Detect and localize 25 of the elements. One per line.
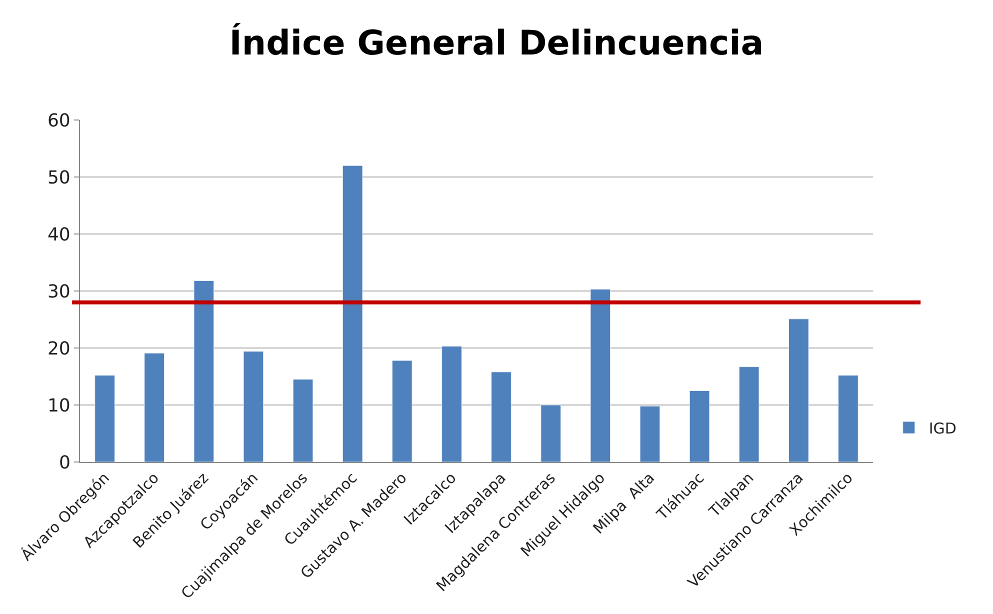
y-tick-label: 30 (47, 281, 70, 302)
y-tick-label: 20 (47, 338, 70, 360)
y-tick-label: 60 (47, 110, 70, 132)
bar (640, 406, 660, 462)
bar (243, 351, 264, 462)
bar (838, 375, 858, 462)
legend-label: IGD (928, 419, 956, 438)
y-tick-label: 40 (47, 224, 70, 246)
bar (194, 280, 214, 462)
bar (442, 346, 462, 462)
y-tick-label: 10 (47, 395, 70, 416)
bar (590, 289, 611, 462)
bar (540, 404, 562, 462)
bar (342, 165, 363, 462)
bar (788, 318, 809, 462)
bar (392, 360, 412, 462)
y-tick-label: 50 (47, 167, 70, 188)
y-tick-label: 0 (58, 452, 70, 474)
bar (738, 366, 760, 462)
bar (94, 375, 115, 462)
chart-title: Índice General Delincuencia (229, 22, 764, 64)
bar (491, 372, 512, 462)
bar (292, 379, 314, 462)
bar (689, 390, 710, 462)
bar (144, 352, 165, 462)
